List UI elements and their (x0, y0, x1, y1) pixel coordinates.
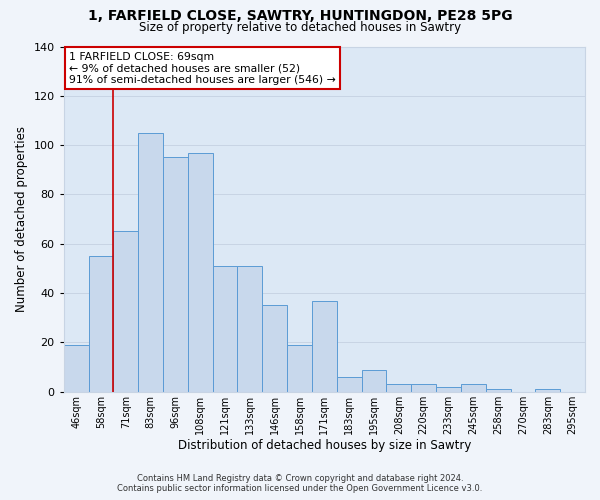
Bar (436, 387, 461, 392)
Bar (312, 300, 337, 392)
Text: Size of property relative to detached houses in Sawtry: Size of property relative to detached ho… (139, 21, 461, 34)
Bar (486, 390, 511, 392)
Bar (337, 377, 362, 392)
Text: 1, FARFIELD CLOSE, SAWTRY, HUNTINGDON, PE28 5PG: 1, FARFIELD CLOSE, SAWTRY, HUNTINGDON, P… (88, 9, 512, 23)
Text: 1 FARFIELD CLOSE: 69sqm
← 9% of detached houses are smaller (52)
91% of semi-det: 1 FARFIELD CLOSE: 69sqm ← 9% of detached… (69, 52, 335, 85)
Bar (212, 266, 238, 392)
Bar (461, 384, 486, 392)
Bar (163, 158, 188, 392)
Bar (238, 266, 262, 392)
Bar (188, 152, 212, 392)
Bar (362, 370, 386, 392)
Bar (386, 384, 411, 392)
Bar (138, 133, 163, 392)
Bar (113, 232, 138, 392)
X-axis label: Distribution of detached houses by size in Sawtry: Distribution of detached houses by size … (178, 440, 471, 452)
Bar (287, 345, 312, 392)
Text: Contains HM Land Registry data © Crown copyright and database right 2024.
Contai: Contains HM Land Registry data © Crown c… (118, 474, 482, 493)
Bar (411, 384, 436, 392)
Bar (89, 256, 113, 392)
Bar (535, 390, 560, 392)
Bar (64, 345, 89, 392)
Y-axis label: Number of detached properties: Number of detached properties (15, 126, 28, 312)
Bar (262, 306, 287, 392)
